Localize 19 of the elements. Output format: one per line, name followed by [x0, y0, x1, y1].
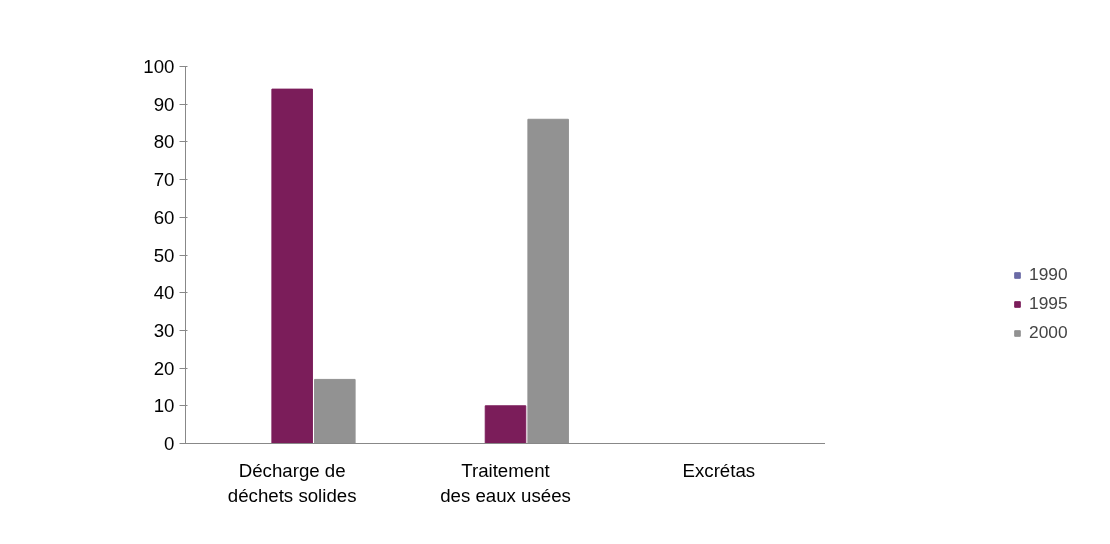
bar — [484, 405, 527, 444]
legend-label: 1990 — [1029, 264, 1068, 285]
y-tick-label: 90 — [153, 93, 175, 115]
x-tick-label: Traitement des eaux usées — [440, 459, 571, 506]
y-tick-label: 100 — [143, 56, 175, 77]
legend-label: 1995 — [1029, 293, 1068, 314]
y-tick-label: 0 — [164, 433, 175, 454]
bar — [271, 88, 313, 444]
y-tick-label: 10 — [153, 395, 175, 417]
y-tick-label: 40 — [153, 282, 175, 304]
legend-label: 2000 — [1029, 322, 1068, 343]
y-tick-label: 20 — [153, 357, 175, 379]
y-tick-label: 80 — [153, 131, 175, 153]
x-tick-label: Excrétas — [682, 459, 756, 481]
y-tick-label: 60 — [153, 206, 175, 228]
y-tick-label: 30 — [153, 319, 175, 341]
x-tick-label: Décharge de déchets solides — [227, 459, 357, 506]
y-tick-label: 70 — [153, 169, 175, 191]
y-tick-label: 50 — [153, 244, 175, 266]
